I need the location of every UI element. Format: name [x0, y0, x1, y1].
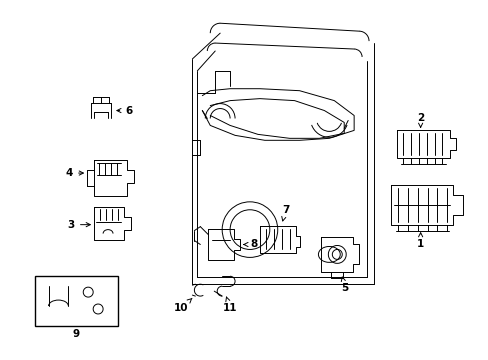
Text: 2: 2: [416, 113, 424, 127]
Text: 5: 5: [341, 277, 348, 293]
Text: 6: 6: [117, 105, 132, 116]
Text: 9: 9: [73, 329, 80, 339]
Bar: [35, 276, 118, 326]
Text: 3: 3: [67, 220, 90, 230]
Text: 11: 11: [223, 297, 237, 313]
Text: 1: 1: [416, 233, 424, 249]
Text: 4: 4: [65, 168, 83, 178]
Text: 10: 10: [174, 298, 192, 313]
Text: 7: 7: [281, 205, 289, 221]
Text: 8: 8: [244, 239, 257, 249]
